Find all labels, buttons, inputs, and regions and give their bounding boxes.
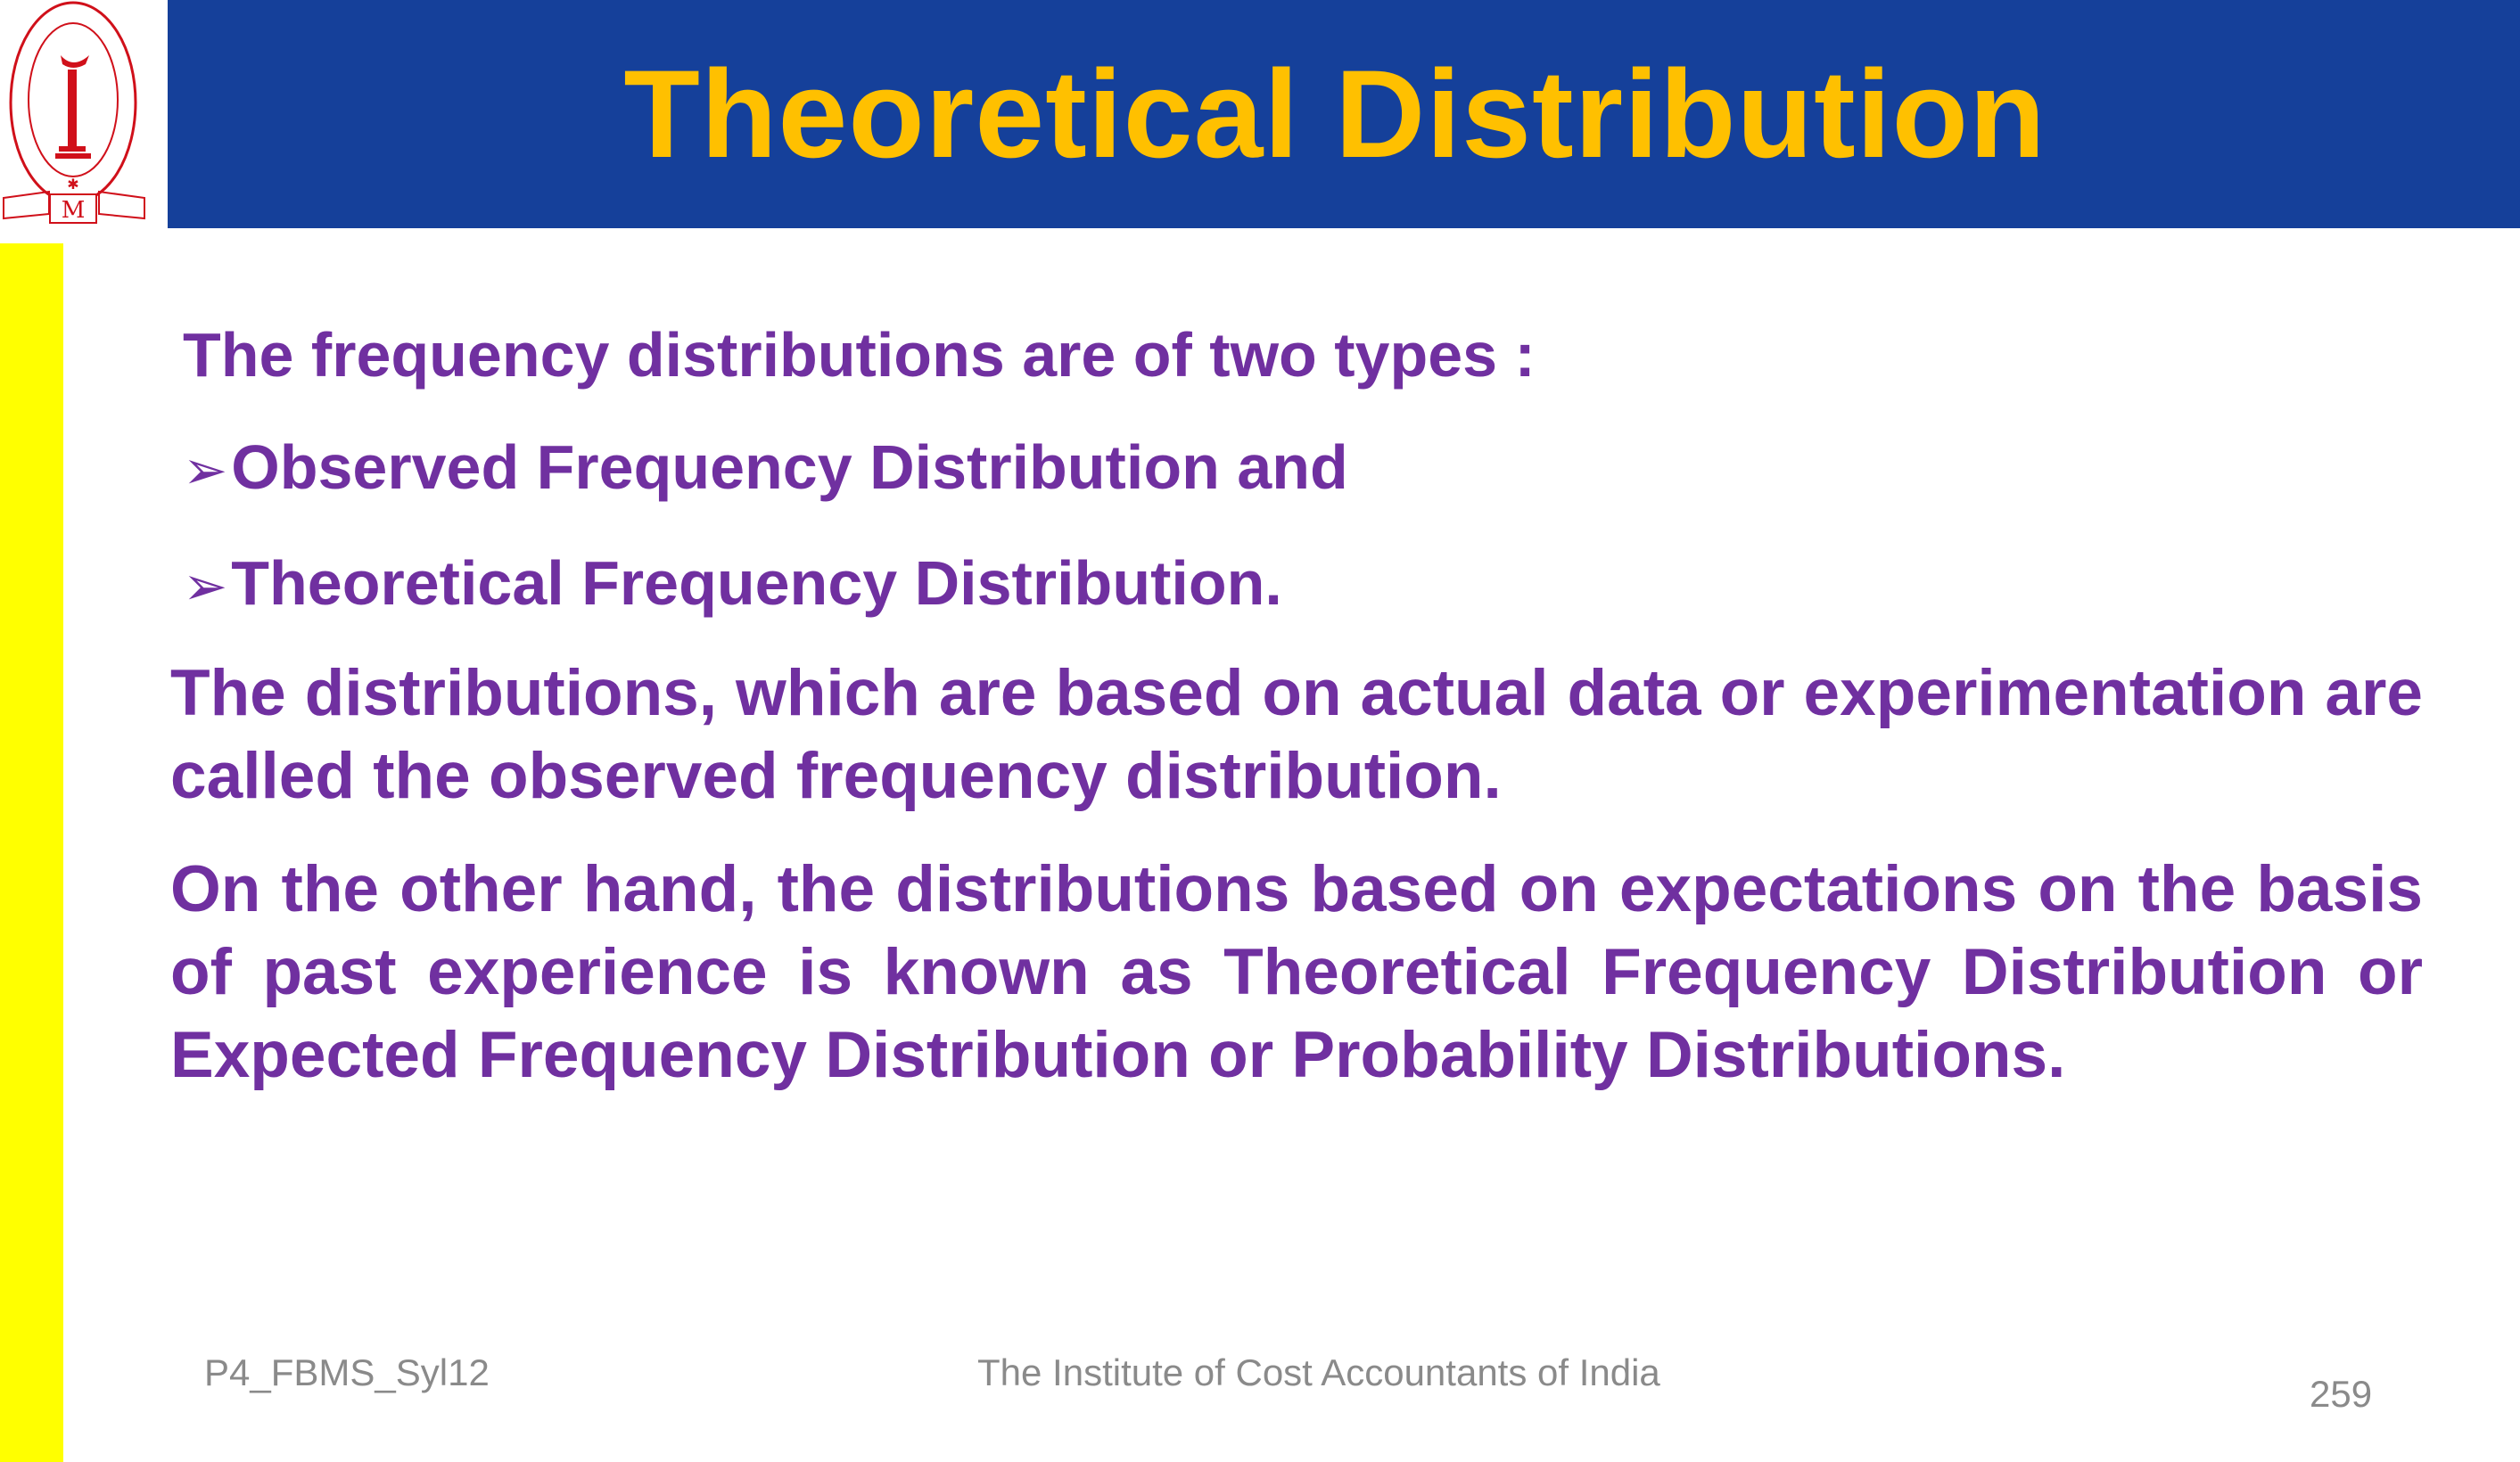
page-number: 259	[2310, 1373, 2373, 1415]
bullet-item: ➢Theoretical Frequency Distribution.	[183, 548, 1282, 618]
title-banner: Theoretical Distribution	[168, 0, 2520, 228]
arrow-bullet-icon: ➢	[183, 556, 228, 616]
paragraph-observed: The distributions, which are based on ac…	[170, 657, 2423, 812]
footer-code: P4_FBMS_Syl12	[204, 1351, 490, 1393]
bullet-item: ➢Observed Frequency Distribution and	[183, 432, 1348, 502]
arrow-bullet-icon: ➢	[183, 440, 228, 500]
intro-text: The frequency distributions are of two t…	[183, 320, 1536, 390]
distribution-types: The frequency distributions are of two t…	[170, 299, 2423, 643]
slide-body: The frequency distributions are of two t…	[170, 299, 2423, 1127]
side-accent-bar	[0, 243, 63, 1462]
slide-title: Theoretical Distribution	[623, 44, 2046, 184]
institute-logo: M ✱	[3, 1, 145, 224]
paragraph-theoretical: On the other hand, the distributions bas…	[170, 853, 2423, 1091]
footer-institute: The Institute of Cost Accountants of Ind…	[977, 1351, 1660, 1393]
svg-text:✱: ✱	[67, 177, 78, 193]
svg-text:M: M	[62, 197, 86, 224]
